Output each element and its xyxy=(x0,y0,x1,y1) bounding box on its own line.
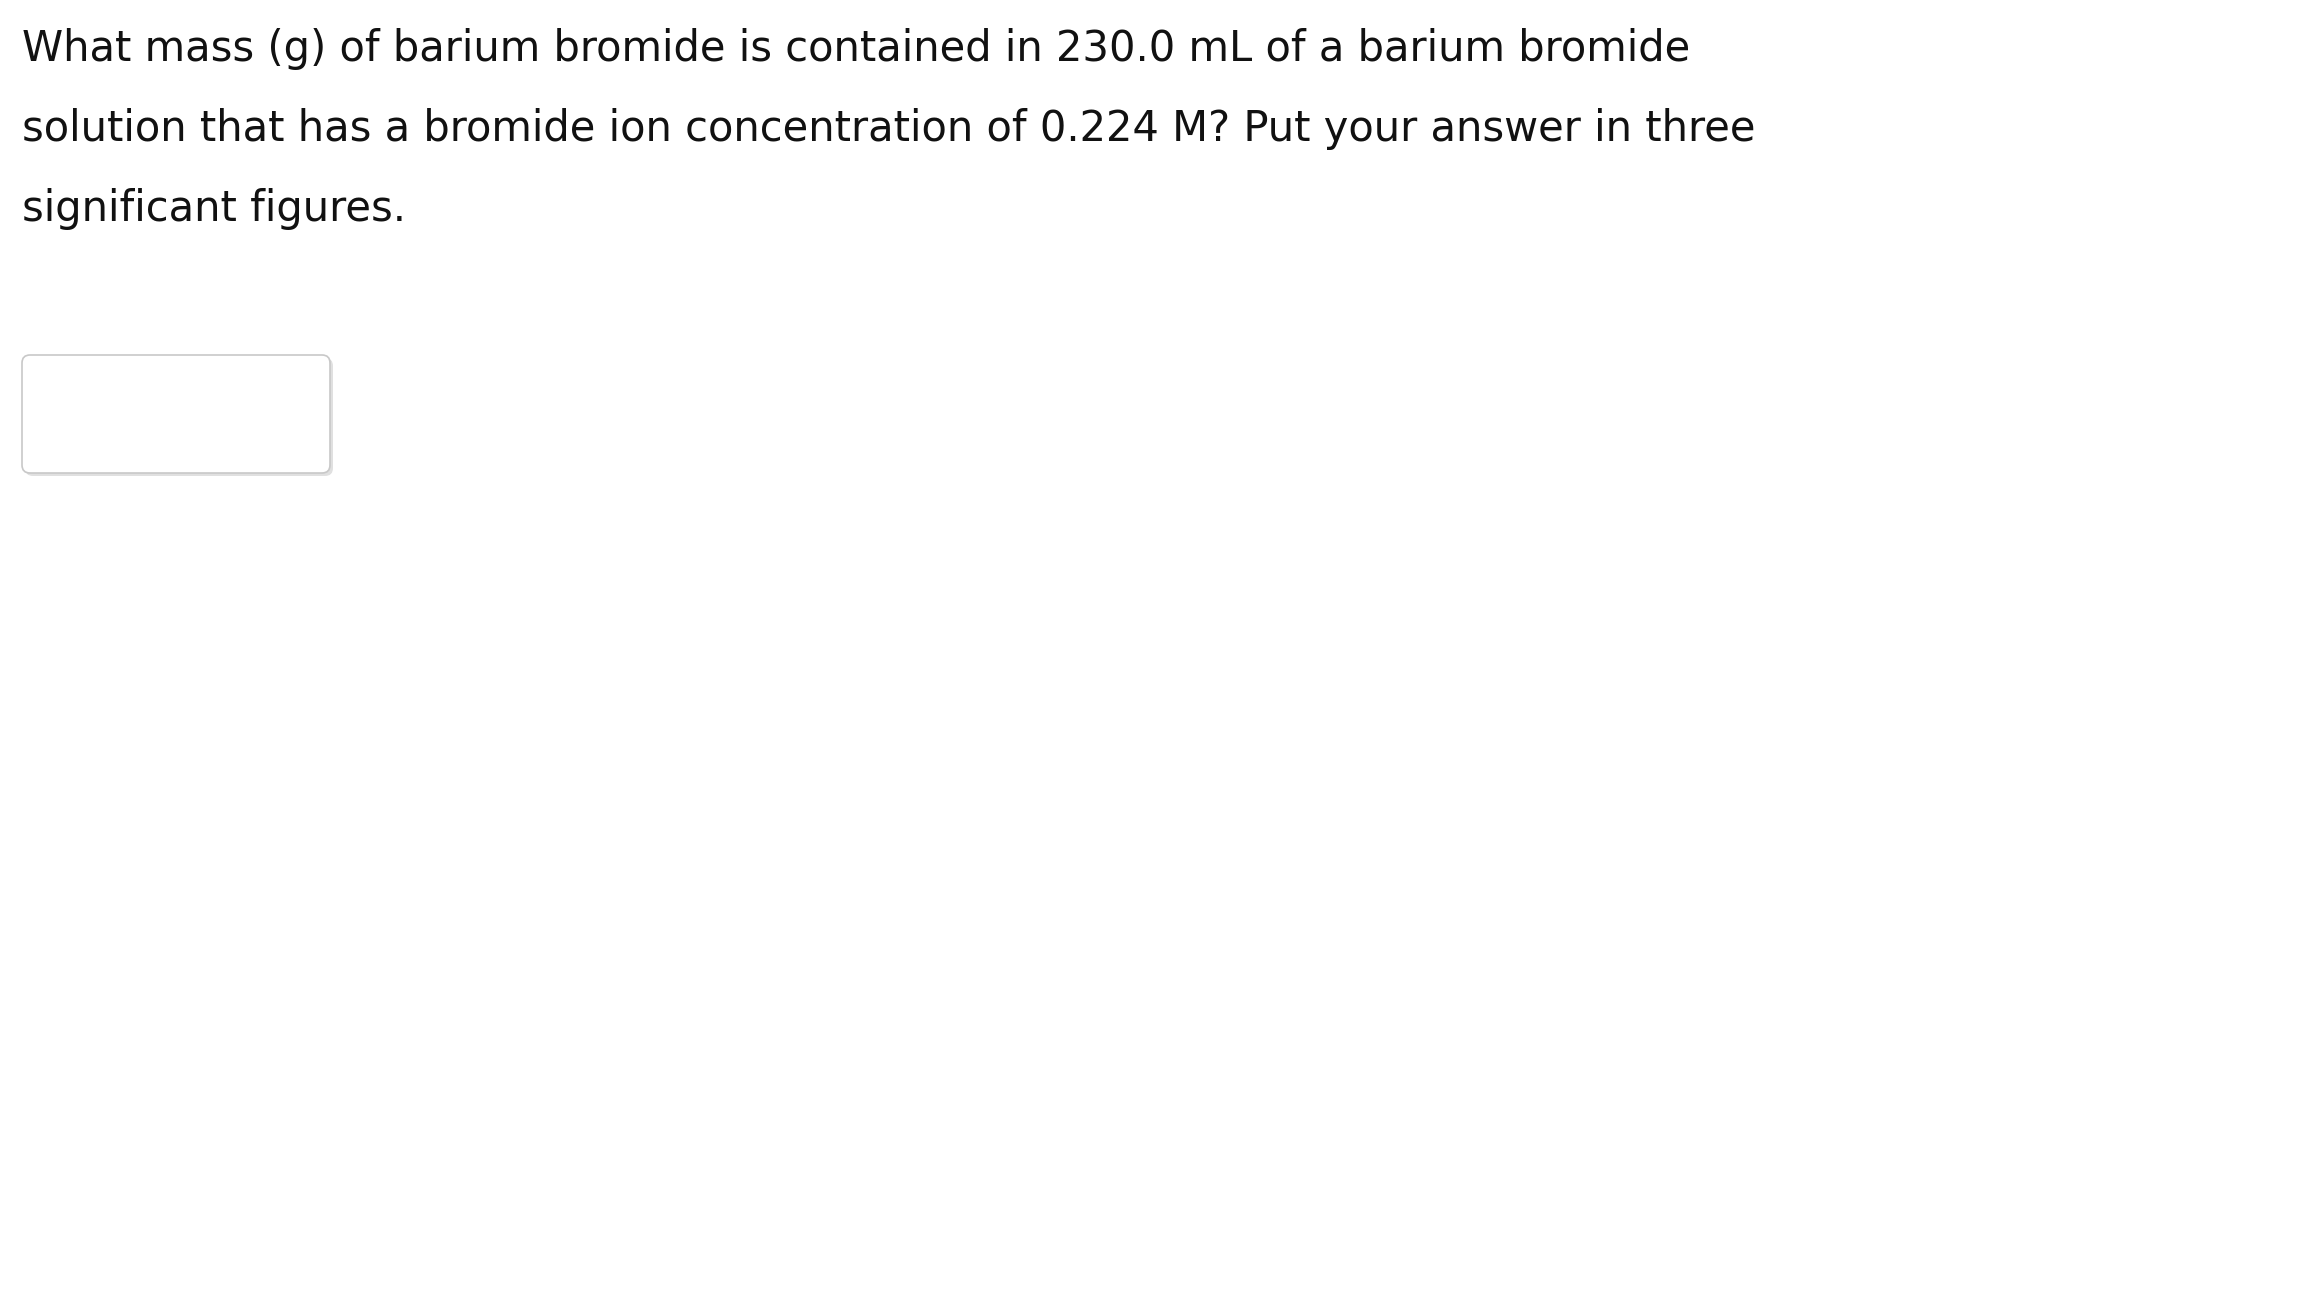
Text: What mass (g) of barium bromide is contained in 230.0 mL of a barium bromide: What mass (g) of barium bromide is conta… xyxy=(23,29,1691,70)
Text: significant figures.: significant figures. xyxy=(23,188,406,229)
Text: solution that has a bromide ion concentration of 0.224 M? Put your answer in thr: solution that has a bromide ion concentr… xyxy=(23,108,1756,150)
FancyBboxPatch shape xyxy=(25,358,334,476)
FancyBboxPatch shape xyxy=(23,355,329,473)
